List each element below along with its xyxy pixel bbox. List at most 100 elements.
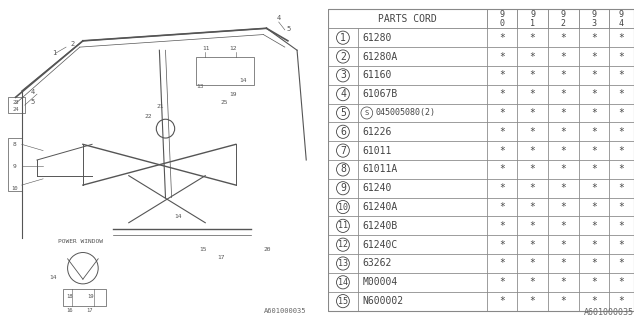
Text: S: S [365, 110, 369, 116]
Text: *: * [530, 240, 536, 250]
Bar [487, 85, 517, 104]
Bar [609, 122, 634, 141]
Text: *: * [618, 127, 624, 137]
Text: 12: 12 [230, 46, 237, 51]
Text: 19: 19 [88, 294, 94, 299]
Text: *: * [499, 277, 505, 287]
Text: 14: 14 [239, 77, 246, 83]
Bar [328, 160, 358, 179]
Bar [548, 179, 579, 198]
Bar [487, 104, 517, 122]
Bar [579, 122, 609, 141]
Text: 9
0: 9 0 [500, 10, 504, 28]
Bar [548, 292, 579, 310]
Text: *: * [591, 259, 596, 268]
Bar [609, 254, 634, 273]
Text: 61011A: 61011A [363, 164, 398, 174]
Bar [609, 216, 634, 235]
Bar [358, 122, 487, 141]
Bar [548, 160, 579, 179]
Text: 61067B: 61067B [363, 89, 398, 99]
Text: 11: 11 [202, 46, 210, 51]
Text: 23: 23 [13, 100, 19, 105]
Bar [609, 273, 634, 292]
Text: *: * [530, 108, 536, 118]
Bar [328, 235, 358, 254]
Text: 19: 19 [230, 92, 237, 97]
Bar [358, 235, 487, 254]
Text: *: * [618, 33, 624, 43]
Bar [358, 254, 487, 273]
Bar [328, 122, 358, 141]
Text: 3: 3 [340, 70, 346, 80]
Text: *: * [591, 33, 596, 43]
Bar [328, 85, 358, 104]
Text: *: * [618, 164, 624, 174]
Bar [579, 235, 609, 254]
Text: *: * [560, 183, 566, 193]
Bar [579, 160, 609, 179]
Text: *: * [560, 70, 566, 80]
Text: *: * [560, 33, 566, 43]
Text: *: * [591, 52, 596, 61]
Text: *: * [591, 296, 596, 306]
Bar [548, 10, 579, 28]
Text: *: * [560, 240, 566, 250]
Text: *: * [618, 221, 624, 231]
Bar [487, 66, 517, 85]
Text: *: * [560, 89, 566, 99]
Text: N600002: N600002 [363, 296, 404, 306]
Text: *: * [530, 164, 536, 174]
Text: 61240: 61240 [363, 183, 392, 193]
Text: *: * [591, 240, 596, 250]
Text: *: * [530, 146, 536, 156]
Bar [609, 10, 634, 28]
Bar [579, 254, 609, 273]
Bar [579, 216, 609, 235]
Bar [548, 198, 579, 216]
Text: 17: 17 [218, 255, 225, 260]
Text: *: * [530, 202, 536, 212]
Bar [487, 47, 517, 66]
Text: 61240B: 61240B [363, 221, 398, 231]
Text: 13: 13 [196, 84, 204, 89]
Bar [517, 235, 548, 254]
Text: 9
1: 9 1 [530, 10, 535, 28]
Bar [548, 47, 579, 66]
Text: 9: 9 [13, 164, 17, 169]
Text: 4: 4 [277, 15, 282, 21]
Text: 5: 5 [286, 27, 291, 32]
Text: 5: 5 [31, 99, 35, 105]
Bar [328, 198, 358, 216]
Text: 7: 7 [340, 146, 346, 156]
Text: 61226: 61226 [363, 127, 392, 137]
Text: 13: 13 [338, 259, 348, 268]
Text: 8: 8 [13, 142, 17, 147]
Text: *: * [591, 277, 596, 287]
Text: *: * [618, 89, 624, 99]
Bar [358, 47, 487, 66]
Text: 14: 14 [49, 275, 57, 280]
Text: 14: 14 [175, 214, 182, 219]
Text: 2: 2 [70, 42, 75, 47]
Text: *: * [499, 202, 505, 212]
Text: 61280: 61280 [363, 33, 392, 43]
Text: 24: 24 [13, 107, 19, 112]
Text: *: * [618, 202, 624, 212]
Text: *: * [591, 127, 596, 137]
Bar [328, 273, 358, 292]
Text: *: * [499, 221, 505, 231]
Bar [358, 85, 487, 104]
Bar [517, 141, 548, 160]
Bar [609, 179, 634, 198]
Text: 4: 4 [340, 89, 346, 99]
Bar [63, 289, 106, 306]
Bar [487, 292, 517, 310]
Text: *: * [591, 146, 596, 156]
Bar [579, 28, 609, 47]
Text: 16: 16 [66, 308, 72, 313]
Text: *: * [618, 277, 624, 287]
Text: A601000035: A601000035 [584, 308, 634, 317]
Text: *: * [530, 221, 536, 231]
Text: *: * [560, 146, 566, 156]
